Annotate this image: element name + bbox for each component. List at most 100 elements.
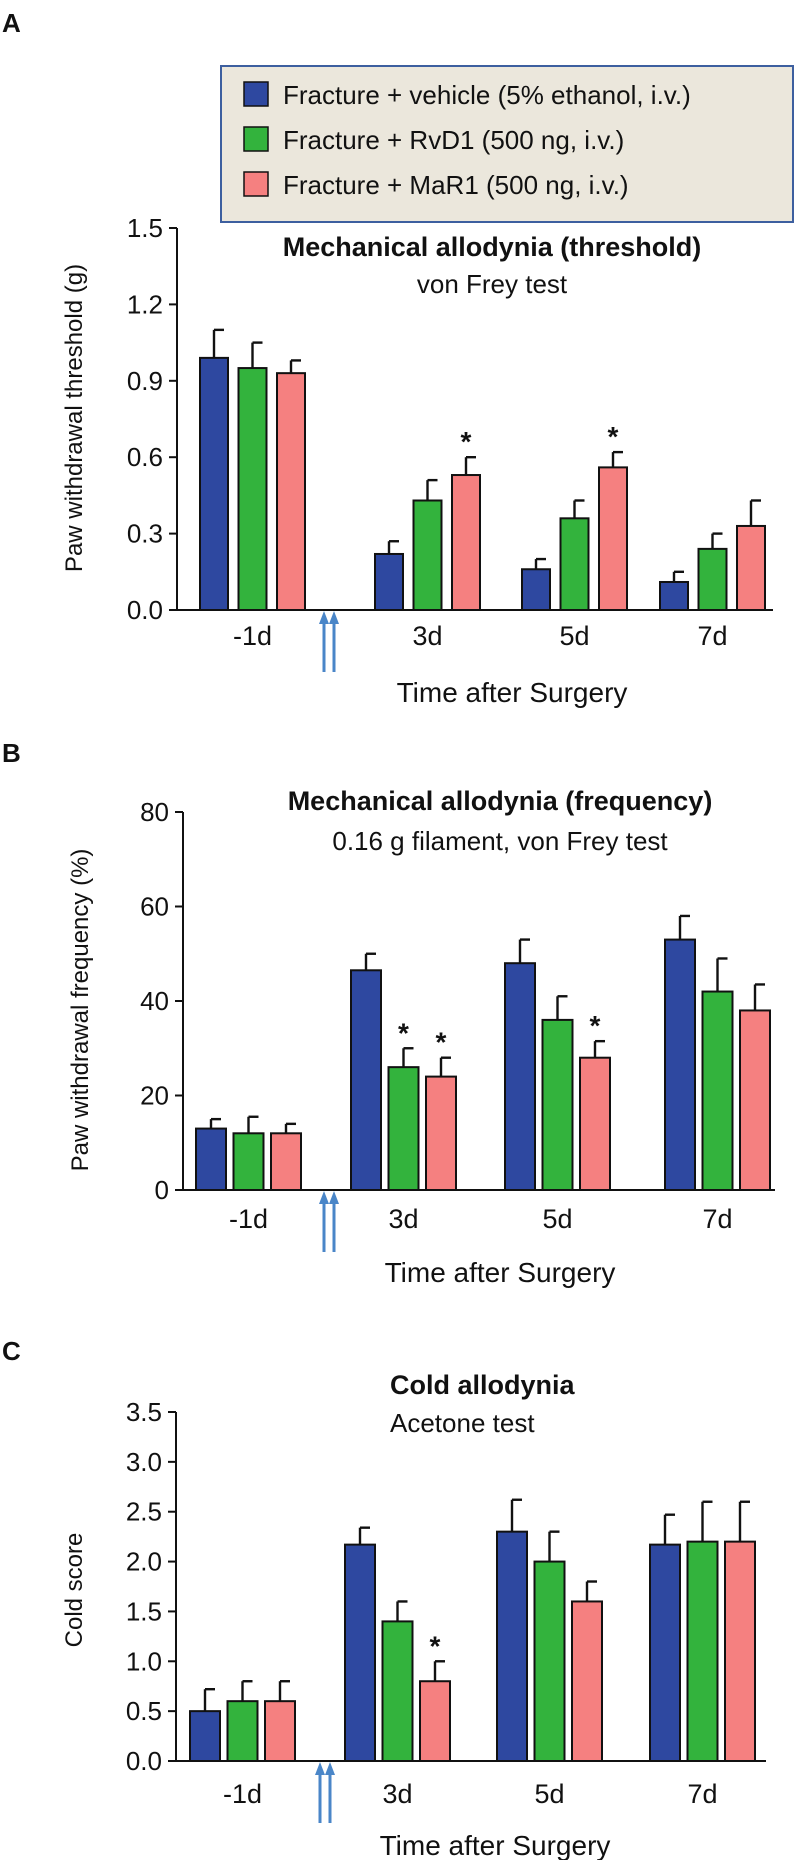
chart-c-title: Cold allodynia — [390, 1370, 576, 1400]
bar-5d-s3 — [598, 466, 628, 611]
y-tick-label: 2.5 — [126, 1497, 162, 1527]
legend-label-mar1: Fracture + MaR1 (500 ng, i.v.) — [283, 170, 629, 200]
bar-5d-s2 — [541, 1018, 574, 1192]
y-tick-label: 0 — [155, 1175, 169, 1205]
bar-7d-s2 — [697, 547, 728, 612]
y-tick-label: 3.5 — [126, 1397, 162, 1427]
y-tick-label: 1.5 — [126, 1596, 162, 1626]
x-tick-label-5d: 5d — [559, 621, 589, 651]
significance-star: * — [436, 1027, 447, 1058]
y-tick-label: 60 — [140, 892, 169, 922]
y-tick-label: 0.3 — [127, 519, 163, 549]
bar-7d-s2 — [701, 990, 734, 1191]
bar--1d-s3 — [276, 372, 306, 611]
x-tick-label-7d: 7d — [702, 1204, 732, 1234]
y-tick-label: 3.0 — [126, 1447, 162, 1477]
treatment-arrow-head — [329, 1191, 339, 1204]
chart-b-xlabel: Time after Surgery — [385, 1257, 616, 1288]
bar-5d-s3 — [571, 1600, 603, 1763]
chart-c-subtitle: Acetone test — [390, 1408, 535, 1438]
y-tick-label: 0.6 — [127, 442, 163, 472]
x-tick-label-7d: 7d — [687, 1779, 717, 1809]
y-tick-label: 0.9 — [127, 366, 163, 396]
treatment-arrow-head — [315, 1762, 325, 1775]
bar--1d-s3 — [270, 1132, 302, 1192]
legend: Fracture + vehicle (5% ethanol, i.v.) Fr… — [220, 65, 794, 223]
bar-7d-s1 — [659, 580, 689, 612]
significance-star: * — [398, 1017, 409, 1048]
panel-letter-c: C — [2, 1336, 21, 1366]
bar-3d-s2 — [381, 1620, 414, 1763]
y-tick-label: 0.5 — [126, 1696, 162, 1726]
bar-3d-s3 — [419, 1680, 451, 1762]
y-tick-label: 0.0 — [127, 595, 163, 625]
bar-5d-s1 — [504, 962, 536, 1192]
x-tick-label--1d: -1d — [233, 621, 272, 651]
x-tick-label--1d: -1d — [223, 1779, 262, 1809]
y-tick-label: 1.0 — [126, 1646, 162, 1676]
chart-b-plot: 0 20 40 60 80 -1d * * 3d * 5d 7d — [140, 797, 775, 1252]
bar-5d-s2 — [533, 1560, 566, 1762]
significance-star: * — [590, 1010, 601, 1041]
bar--1d-s3 — [264, 1700, 296, 1762]
bar-3d-s1 — [344, 1543, 376, 1762]
y-tick-label: 80 — [140, 797, 169, 827]
bar-7d-s1 — [649, 1543, 681, 1762]
bar-5d-s1 — [496, 1530, 528, 1762]
treatment-arrow-head — [319, 1191, 329, 1204]
bar-3d-s2 — [387, 1066, 420, 1192]
bar-5d-s1 — [521, 568, 551, 612]
x-tick-label-3d: 3d — [412, 621, 442, 651]
x-tick-label-5d: 5d — [542, 1204, 572, 1234]
bar-7d-s3 — [724, 1540, 756, 1762]
chart-a-subtitle: von Frey test — [417, 269, 568, 299]
bar--1d-s2 — [237, 367, 268, 612]
chart-b-ylabel: Paw withdrawal frequency (%) — [67, 849, 94, 1172]
chart-c-ylabel: Cold score — [61, 1533, 88, 1648]
bar-7d-s2 — [686, 1540, 719, 1762]
significance-star: * — [608, 421, 619, 452]
legend-swatch-vehicle — [243, 81, 269, 107]
chart-c-xlabel: Time after Surgery — [380, 1830, 611, 1860]
bar-5d-s3 — [579, 1056, 611, 1191]
chart-a-xlabel: Time after Surgery — [397, 677, 628, 708]
x-tick-label-7d: 7d — [697, 621, 727, 651]
bar-3d-s2 — [412, 499, 443, 612]
treatment-arrow-head — [319, 611, 329, 624]
y-tick-label: 20 — [140, 1081, 169, 1111]
chart-a-title: Mechanical allodynia (threshold) — [283, 232, 702, 262]
x-tick-label--1d: -1d — [229, 1204, 268, 1234]
bar-5d-s2 — [559, 517, 590, 612]
legend-swatch-rvd1 — [243, 126, 269, 152]
bar-3d-s1 — [374, 552, 404, 611]
bar-3d-s3 — [425, 1075, 457, 1191]
treatment-arrow-head — [329, 611, 339, 624]
significance-star: * — [461, 426, 472, 457]
bar-7d-s1 — [664, 938, 696, 1192]
legend-box — [220, 65, 794, 223]
bar-7d-s3 — [736, 524, 766, 612]
x-tick-label-3d: 3d — [382, 1779, 412, 1809]
panel-letter-a: A — [2, 8, 21, 38]
bar-7d-s3 — [739, 1009, 771, 1192]
bar--1d-s2 — [226, 1700, 259, 1762]
chart-a-ylabel: Paw withdrawal threshold (g) — [61, 264, 88, 572]
y-tick-label: 2.0 — [126, 1547, 162, 1577]
y-tick-label: 40 — [140, 986, 169, 1016]
bar-3d-s3 — [451, 474, 481, 611]
x-tick-label-5d: 5d — [534, 1779, 564, 1809]
chart-a-plot: 0.0 0.3 0.6 0.9 1.2 1.5 -1d * 3d * 5d 7d — [127, 213, 773, 672]
legend-label-vehicle: Fracture + vehicle (5% ethanol, i.v.) — [283, 80, 691, 110]
legend-label-rvd1: Fracture + RvD1 (500 ng, i.v.) — [283, 125, 624, 155]
y-tick-label: 1.2 — [127, 289, 163, 319]
panel-letter-b: B — [2, 738, 21, 768]
chart-b-subtitle: 0.16 g filament, von Frey test — [332, 826, 668, 856]
legend-swatch-mar1 — [243, 171, 269, 197]
bar--1d-s2 — [232, 1132, 265, 1192]
y-tick-label: 1.5 — [127, 213, 163, 243]
x-tick-label-3d: 3d — [388, 1204, 418, 1234]
bar--1d-s1 — [199, 356, 229, 611]
bar--1d-s1 — [195, 1127, 227, 1191]
bar--1d-s1 — [189, 1710, 221, 1762]
